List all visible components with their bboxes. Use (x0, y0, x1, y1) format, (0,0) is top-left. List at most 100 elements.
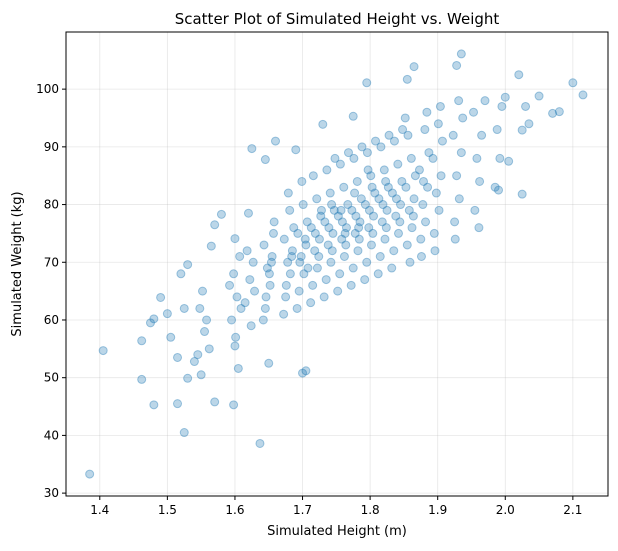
scatter-point (355, 217, 365, 227)
scatter-point (397, 176, 407, 186)
scatter-point (204, 344, 214, 354)
scatter-point (314, 251, 324, 261)
scatter-point (149, 314, 159, 324)
scatter-point (349, 153, 359, 163)
scatter-point (173, 352, 183, 362)
scatter-point (448, 130, 458, 140)
scatter-point (452, 171, 462, 181)
scatter-point (404, 205, 414, 215)
scatter-point (318, 119, 328, 129)
scatter-point (400, 113, 410, 123)
x-tick-label: 1.8 (361, 503, 380, 517)
scatter-point (418, 200, 428, 210)
scatter-point (347, 205, 357, 215)
scatter-point (360, 200, 370, 210)
scatter-point (366, 171, 376, 181)
scatter-point (333, 286, 343, 296)
scatter-point (320, 217, 330, 227)
scatter-point (271, 136, 281, 146)
scatter-point (353, 246, 363, 256)
scatter-point (367, 182, 377, 192)
scatter-point (380, 234, 390, 244)
scatter-point (285, 205, 295, 215)
scatter-point (233, 363, 243, 373)
scatter-point (495, 153, 505, 163)
scatter-point (378, 200, 388, 210)
scatter-point (504, 156, 514, 166)
scatter-point (364, 205, 374, 215)
scatter-point (259, 240, 269, 250)
chart-title: Scatter Plot of Simulated Height vs. Wei… (175, 10, 500, 28)
scatter-point (387, 263, 397, 273)
scatter-point (285, 269, 295, 279)
scatter-point (424, 148, 434, 158)
scatter-point (354, 223, 364, 233)
scatter-point (230, 341, 240, 351)
scatter-point (310, 228, 320, 238)
scatter-point (230, 234, 240, 244)
scatter-point (472, 153, 482, 163)
scatter-point (477, 130, 487, 140)
scatter-point (514, 70, 524, 80)
scatter-point (298, 200, 308, 210)
scatter-point (292, 303, 302, 313)
scatter-point (554, 107, 564, 117)
x-tick-label: 1.6 (225, 503, 244, 517)
scatter-point (422, 107, 432, 117)
scatter-point (343, 200, 353, 210)
scatter-point (419, 176, 429, 186)
scatter-point (381, 223, 391, 233)
scatter-point (348, 263, 358, 273)
scatter-point (374, 194, 384, 204)
scatter-point (279, 309, 289, 319)
scatter-point (362, 78, 372, 88)
scatter-point (420, 125, 430, 135)
scatter-point (398, 125, 408, 135)
scatter-point (391, 194, 401, 204)
scatter-point (327, 200, 337, 210)
scatter-point (490, 182, 500, 192)
scatter-point (236, 303, 246, 313)
scatter-point (435, 101, 445, 111)
scatter-point (452, 60, 462, 70)
y-tick-label: 90 (44, 140, 59, 154)
scatter-point (312, 194, 322, 204)
scatter-point (389, 246, 399, 256)
x-tick-label: 1.5 (158, 503, 177, 517)
scatter-point (295, 257, 305, 267)
scatter-point (497, 101, 507, 111)
scatter-point (402, 74, 412, 84)
scatter-point (183, 260, 193, 270)
scatter-point (296, 251, 306, 261)
scatter-point (266, 257, 276, 267)
scatter-point (314, 234, 324, 244)
scatter-point (366, 240, 376, 250)
y-tick-label: 100 (36, 82, 59, 96)
scatter-point (245, 275, 255, 285)
scatter-point (260, 303, 270, 313)
scatter-point (368, 211, 378, 221)
scatter-point (323, 240, 333, 250)
scatter-point (235, 251, 245, 261)
scatter-point (370, 188, 380, 198)
scatter-point (232, 292, 242, 302)
scatter-point (281, 292, 291, 302)
scatter-point (402, 240, 412, 250)
scatter-point (300, 234, 310, 244)
scatter-point (306, 298, 316, 308)
scatter-point (302, 217, 312, 227)
y-tick-label: 70 (44, 255, 59, 269)
scatter-point (534, 91, 544, 101)
scatter-point (248, 257, 258, 267)
scatter-point (322, 165, 332, 175)
scatter-point (450, 234, 460, 244)
scatter-point (193, 350, 203, 360)
x-axis-ticks: 1.4 1.5 1.6 1.7 1.8 1.9 2.0 2.1 (90, 496, 582, 517)
scatter-point (350, 228, 360, 238)
scatter-point (173, 399, 183, 409)
scatter-point (517, 125, 527, 135)
scatter-point (414, 165, 424, 175)
scatter-point (326, 257, 336, 267)
scatter-point (293, 228, 303, 238)
scatter-point (469, 107, 479, 117)
